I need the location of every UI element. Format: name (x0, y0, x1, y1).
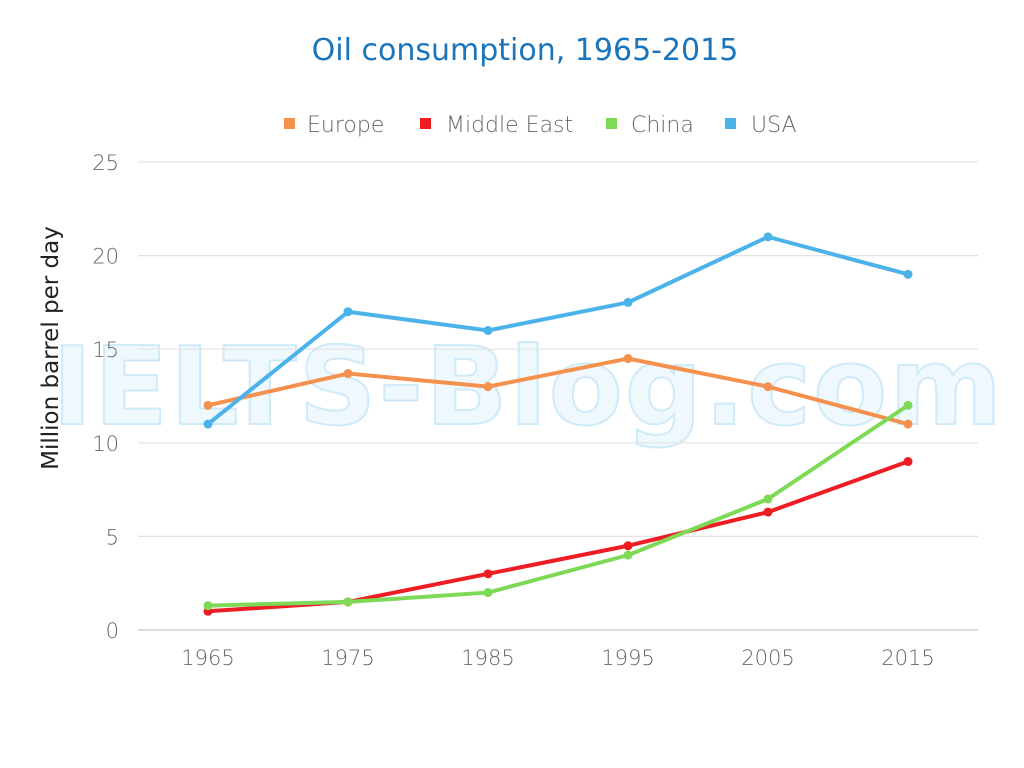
gridlines (138, 161, 978, 631)
y-tick-label: 25 (92, 151, 119, 175)
legend-swatch (284, 118, 295, 129)
y-tick-label: 15 (92, 338, 119, 362)
watermark: IELTS-Blog.com (52, 325, 1004, 450)
data-point (763, 382, 773, 392)
data-point (343, 369, 353, 379)
legend: Europe Middle East China USA (284, 113, 797, 138)
legend-label: Middle East (446, 113, 573, 138)
series-china (203, 400, 913, 611)
data-point (903, 269, 913, 279)
data-point (483, 588, 493, 598)
legend-swatch (606, 118, 617, 129)
series-line (206, 403, 910, 608)
data-point (763, 232, 773, 242)
data-point (623, 550, 633, 560)
data-point (763, 507, 773, 517)
series-europe (203, 354, 913, 429)
legend-swatch (420, 118, 431, 129)
y-axis-ticks: 0 5 10 15 20 25 (92, 151, 119, 643)
data-point (203, 601, 213, 611)
x-tick-label: 1995 (601, 646, 654, 670)
data-point (483, 382, 493, 392)
x-tick-label: 1965 (181, 646, 234, 670)
legend-label: USA (751, 113, 797, 138)
y-tick-label: 20 (92, 245, 119, 269)
x-tick-label: 2015 (881, 646, 934, 670)
x-tick-label: 2005 (741, 646, 794, 670)
data-point (343, 307, 353, 317)
legend-swatch (725, 118, 736, 129)
data-point (623, 297, 633, 307)
x-axis-ticks: 1965 1975 1985 1995 2005 2015 (181, 646, 934, 670)
data-point (623, 354, 633, 364)
data-point (203, 400, 213, 410)
series-line (206, 234, 910, 427)
legend-label: China (631, 113, 694, 138)
y-tick-label: 5 (106, 525, 119, 549)
data-point (763, 494, 773, 504)
data-point (623, 541, 633, 551)
data-point (483, 569, 493, 579)
data-point (903, 419, 913, 429)
data-point (903, 457, 913, 467)
data-point (903, 400, 913, 410)
y-axis-label: Million barrel per day (38, 226, 64, 470)
data-point (203, 419, 213, 429)
series-usa (203, 232, 913, 429)
chart-title: Oil consumption, 1965-2015 (312, 33, 739, 68)
series-group (203, 232, 913, 616)
y-tick-label: 0 (106, 619, 119, 643)
x-tick-label: 1975 (321, 646, 374, 670)
x-tick-label: 1985 (461, 646, 514, 670)
data-point (343, 597, 353, 607)
series-line (206, 356, 910, 427)
y-tick-label: 10 (92, 432, 119, 456)
legend-label: Europe (307, 113, 384, 138)
data-point (483, 325, 493, 335)
